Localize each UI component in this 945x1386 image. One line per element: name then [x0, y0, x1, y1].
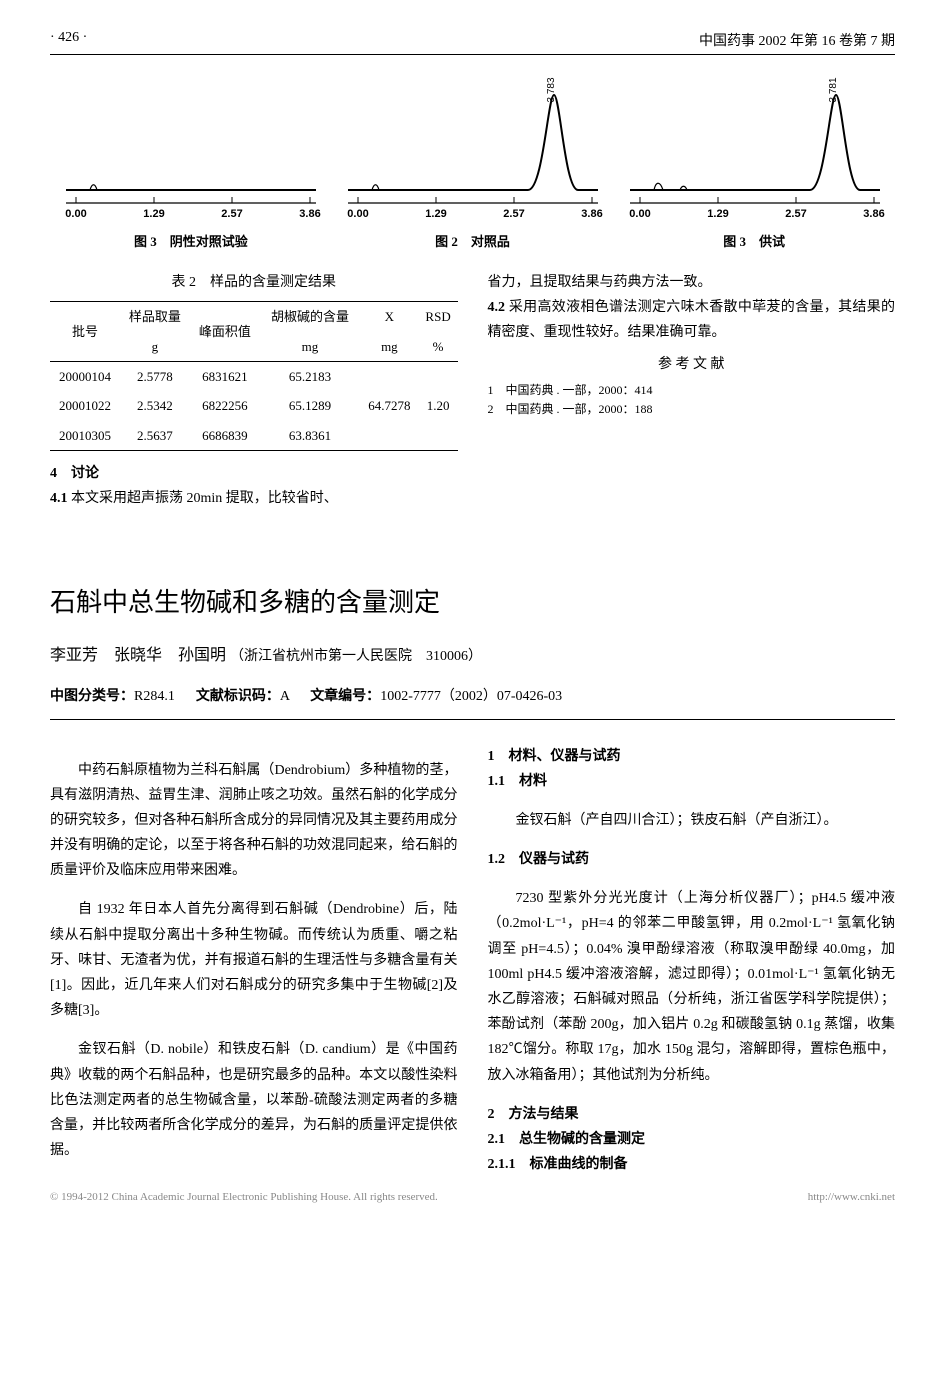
th-area: 峰面积值	[190, 302, 260, 362]
sec11-heading: 1.1 材料	[488, 769, 896, 794]
th-rsd: RSD	[419, 302, 458, 332]
refs-list: 1 中国药典 . 一部，2000：414 2 中国药典 . 一部，2000：18…	[488, 381, 896, 419]
svg-text:1.29: 1.29	[707, 208, 728, 220]
svg-text:2.57: 2.57	[785, 208, 806, 220]
intro-para-3: 金钗石斛（D. nobile）和铁皮石斛（D. candium）是《中国药典》收…	[50, 1037, 458, 1163]
page-footer: © 1994-2012 China Academic Journal Elect…	[50, 1191, 895, 1203]
xtick-2: 2.57	[221, 208, 242, 220]
journal-info: 中国药事 2002 年第 16 卷第 7 期	[699, 30, 895, 50]
svg-text:3.86: 3.86	[863, 208, 884, 220]
sec2-heading: 2 方法与结果	[488, 1102, 896, 1127]
table-row: 20001022 2.5342 6822256 65.1289 64.7278 …	[50, 391, 458, 420]
sec21-heading: 2.1 总生物碱的含量测定	[488, 1127, 896, 1152]
table2: 批号 样品取量 峰面积值 胡椒碱的含量 X RSD g mg mg % 2000…	[50, 301, 458, 451]
xtick-3: 3.86	[299, 208, 320, 220]
footer-copyright: © 1994-2012 China Academic Journal Elect…	[50, 1191, 438, 1203]
refs-title: 参 考 文 献	[488, 352, 896, 377]
svg-text:1.29: 1.29	[425, 208, 446, 220]
table-row: 20000104 2.5778 6831621 65.2183	[50, 361, 458, 391]
svg-text:3.86: 3.86	[581, 208, 602, 220]
authors-line: 李亚芳 张晓华 孙国明 （浙江省杭州市第一人民医院 310006）	[50, 641, 895, 665]
caption-ref: 图 2 对照品	[332, 231, 614, 250]
th-mg: mg	[260, 332, 360, 362]
sec12-heading: 1.2 仪器与试药	[488, 847, 896, 872]
para-41-cont: 省力，且提取结果与药典方法一致。	[488, 270, 896, 295]
th-x: X	[360, 302, 419, 332]
footer-url: http://www.cnki.net	[808, 1191, 895, 1203]
th-batch: 批号	[50, 302, 120, 362]
intro-para-2: 自 1932 年日本人首先分离得到石斛碱（Dendrobine）后，陆续从石斛中…	[50, 897, 458, 1023]
th-qty: 样品取量	[120, 302, 190, 332]
clc: R284.1	[134, 689, 175, 704]
th-content: 胡椒碱的含量	[260, 302, 360, 332]
label-41: 4.1	[50, 491, 68, 506]
caption-neg: 图 3 阴性对照试验	[50, 231, 332, 250]
article-title: 石斛中总生物碱和多糖的含量测定	[50, 582, 895, 619]
text-41: 本文采用超声振荡 20min 提取，比较省时、	[71, 491, 338, 506]
xtick-0: 0.00	[65, 208, 86, 220]
page-number: · 426 ·	[50, 30, 87, 50]
svg-text:2.57: 2.57	[503, 208, 524, 220]
peak-label: 3.783	[546, 77, 557, 102]
chart-sample: 3.781 0.00 1.29 2.57 3.86 t/min	[614, 75, 896, 225]
sec4-heading: 4 讨论	[50, 461, 458, 486]
clc-label: 中图分类号：	[50, 687, 134, 703]
chromatogram-row: 0.00 1.29 2.57 3.86 t/min 3.783 0.00 1.2…	[50, 75, 895, 225]
chart-reference: 3.783 0.00 1.29 2.57 3.86 t/min	[332, 75, 614, 225]
label-42: 4.2	[488, 300, 506, 315]
peak-label: 3.781	[828, 77, 839, 102]
para-41: 4.1 本文采用超声振荡 20min 提取，比较省时、	[50, 486, 458, 511]
table-row: 20010305 2.5637 6686839 63.8361	[50, 421, 458, 451]
chart-negative-control: 0.00 1.29 2.57 3.86 t/min	[50, 75, 332, 225]
sec211-heading: 2.1.1 标准曲线的制备	[488, 1152, 896, 1177]
table2-title: 表 2 样品的含量测定结果	[50, 270, 458, 295]
intro-para-1: 中药石斛原植物为兰科石斛属（Dendrobium）多种植物的茎，具有滋阴清热、益…	[50, 758, 458, 884]
para-42: 4.2 采用高效液相色谱法测定六味木香散中荜茇的含量，其结果的精密度、重现性较好…	[488, 295, 896, 345]
text-42: 采用高效液相色谱法测定六味木香散中荜茇的含量，其结果的精密度、重现性较好。结果准…	[488, 300, 896, 340]
artno: 1002-7777（2002）07-0426-03	[380, 689, 562, 704]
ref-item: 2 中国药典 . 一部，2000：188	[488, 400, 896, 419]
xtick-1: 1.29	[143, 208, 164, 220]
th-pct: %	[419, 332, 458, 362]
svg-text:0.00: 0.00	[347, 208, 368, 220]
affiliation: （浙江省杭州市第一人民医院 310006）	[230, 649, 482, 664]
artno-label: 文章编号：	[310, 687, 380, 703]
page-header: · 426 · 中国药事 2002 年第 16 卷第 7 期	[50, 30, 895, 55]
chart-captions: 图 3 阴性对照试验 图 2 对照品 图 3 供试	[50, 231, 895, 250]
authors: 李亚芳 张晓华 孙国明	[50, 647, 226, 664]
sec1-heading: 1 材料、仪器与试药	[488, 744, 896, 769]
sec12-text: 7230 型紫外分光光度计（上海分析仪器厂）；pH4.5 缓冲液（0.2mol·…	[488, 886, 896, 1088]
meta-line: 中图分类号：R284.1 文献标识码：A 文章编号：1002-7777（2002…	[50, 685, 895, 720]
th-g: g	[120, 332, 190, 362]
sec11-text: 金钗石斛（产自四川合江）；铁皮石斛（产自浙江）。	[488, 808, 896, 833]
th-mg2: mg	[360, 332, 419, 362]
caption-samp: 图 3 供试	[613, 231, 895, 250]
docid-label: 文献标识码：	[196, 687, 280, 703]
docid: A	[280, 689, 289, 704]
ref-item: 1 中国药典 . 一部，2000：414	[488, 381, 896, 400]
svg-text:0.00: 0.00	[629, 208, 650, 220]
